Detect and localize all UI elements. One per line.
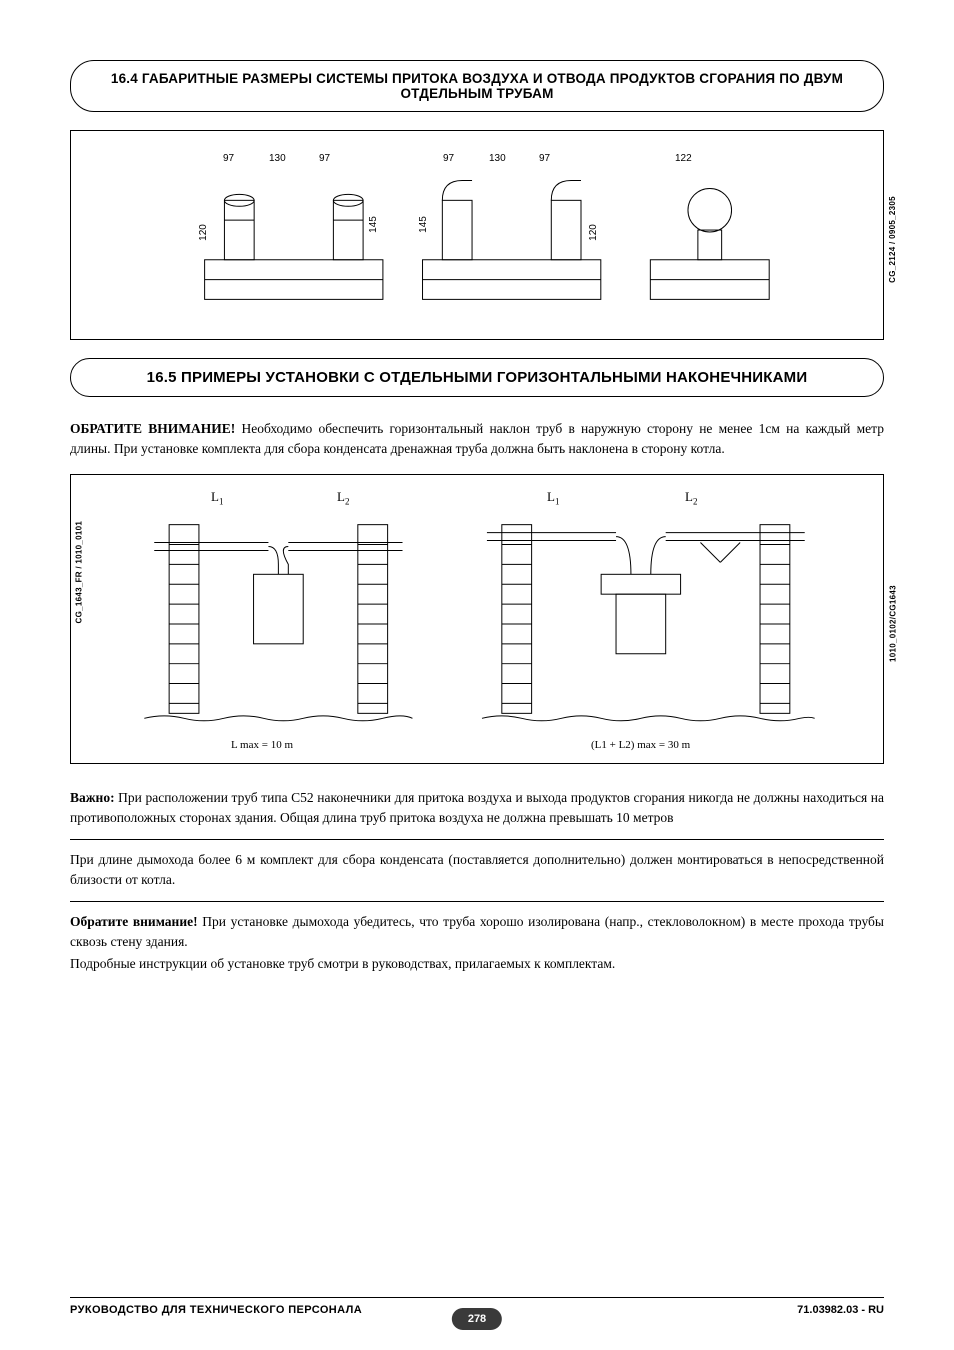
figure-1-code: CG_2124 / 0905_2305 bbox=[889, 196, 898, 283]
l1-label-left: L1 bbox=[211, 489, 223, 507]
l2-label-left: L2 bbox=[337, 489, 349, 507]
dim-97-b: 97 bbox=[319, 153, 330, 164]
l2-label-right: L2 bbox=[685, 489, 697, 507]
note-2-lead: Важно: bbox=[70, 790, 115, 805]
figure-2: CG_1643_FR / 1010_0101 1010_0102/CG1643 bbox=[70, 474, 884, 764]
dim-97-d: 97 bbox=[539, 153, 550, 164]
section-16-5-title: 16.5 ПРИМЕРЫ УСТАНОВКИ С ОТДЕЛЬНЫМИ ГОРИ… bbox=[70, 358, 884, 397]
footer-right: 71.03982.03 - RU bbox=[797, 1304, 884, 1316]
figure-2-caption-left: L max = 10 m bbox=[231, 739, 293, 751]
note-4-lead: Обратите внимание! bbox=[70, 914, 198, 929]
dim-145-a: 145 bbox=[368, 216, 379, 233]
note-2-text: При расположении труб типа С52 наконечни… bbox=[70, 790, 884, 825]
note-2: Важно: При расположении труб типа С52 на… bbox=[70, 788, 884, 827]
figure-1-svg bbox=[71, 131, 883, 339]
note-4: Обратите внимание! При установке дымоход… bbox=[70, 912, 884, 951]
figure-2-code-left: CG_1643_FR / 1010_0101 bbox=[75, 521, 84, 624]
dim-120-b: 120 bbox=[588, 224, 599, 241]
dim-122: 122 bbox=[675, 153, 692, 164]
dim-130-b: 130 bbox=[489, 153, 506, 164]
footer-left: РУКОВОДСТВО ДЛЯ ТЕХНИЧЕСКОГО ПЕРСОНАЛА bbox=[70, 1304, 362, 1316]
divider-2 bbox=[70, 901, 884, 902]
note-5: Подробные инструкции об установке труб с… bbox=[70, 954, 884, 974]
note-3: При длине дымохода более 6 м комплект дл… bbox=[70, 850, 884, 889]
figure-2-caption-right: (L1 + L2) max = 30 m bbox=[591, 739, 690, 751]
page-footer: РУКОВОДСТВО ДЛЯ ТЕХНИЧЕСКОГО ПЕРСОНАЛА 7… bbox=[70, 1297, 884, 1316]
dim-130-a: 130 bbox=[269, 153, 286, 164]
dim-97-a: 97 bbox=[223, 153, 234, 164]
figure-2-svg bbox=[71, 475, 883, 763]
l1-label-right: L1 bbox=[547, 489, 559, 507]
figure-2-code-right: 1010_0102/CG1643 bbox=[889, 585, 898, 662]
dim-97-c: 97 bbox=[443, 153, 454, 164]
note-1: ОБРАТИТЕ ВНИМАНИЕ! Необходимо обеспечить… bbox=[70, 419, 884, 458]
dim-120-a: 120 bbox=[198, 224, 209, 241]
dim-145-b: 145 bbox=[418, 216, 429, 233]
section-16-4-title: 16.4 ГАБАРИТНЫЕ РАЗМЕРЫ СИСТЕМЫ ПРИТОКА … bbox=[70, 60, 884, 112]
divider-1 bbox=[70, 839, 884, 840]
figure-1: CG_2124 / 0905_2305 bbox=[70, 130, 884, 340]
note-1-lead: ОБРАТИТЕ ВНИМАНИЕ! bbox=[70, 421, 235, 436]
page-number-badge: 278 bbox=[452, 1308, 502, 1330]
